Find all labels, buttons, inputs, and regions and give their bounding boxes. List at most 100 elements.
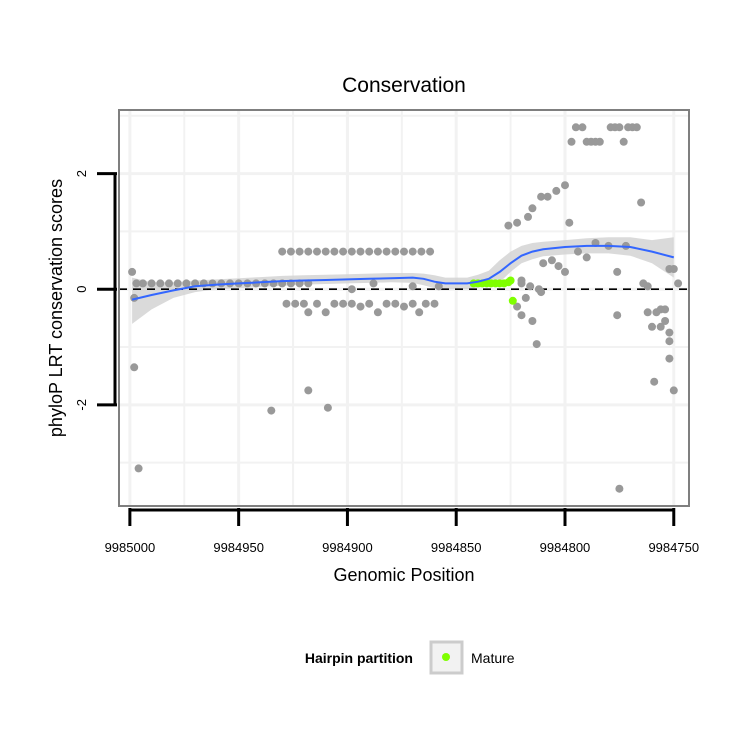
- data-point: [561, 181, 569, 190]
- data-point: [524, 212, 532, 221]
- data-point: [408, 247, 417, 256]
- data-point: [613, 311, 622, 320]
- data-point: [391, 247, 400, 256]
- legend-label-mature: Mature: [471, 650, 515, 666]
- x-axis-label: Genomic Position: [333, 565, 474, 585]
- data-point: [313, 247, 321, 256]
- y-tick-label: 2: [74, 170, 89, 177]
- data-point: [373, 247, 382, 256]
- data-point: [528, 317, 537, 325]
- data-point: [665, 337, 674, 346]
- data-point: [615, 484, 624, 493]
- x-tick-label: 9984900: [322, 540, 373, 555]
- data-point: [278, 247, 287, 256]
- data-point: [582, 253, 591, 262]
- data-point: [574, 247, 582, 256]
- data-point: [156, 279, 165, 288]
- data-point: [321, 308, 330, 317]
- data-point: [369, 279, 378, 288]
- data-point: [130, 363, 139, 372]
- data-point: [554, 262, 563, 271]
- mature-point: [508, 296, 517, 305]
- data-point: [643, 282, 652, 291]
- data-point: [304, 247, 313, 256]
- data-point: [356, 247, 365, 256]
- data-point: [521, 293, 530, 302]
- data-point: [260, 279, 269, 288]
- data-point: [282, 299, 291, 308]
- data-point: [504, 221, 513, 230]
- data-point: [304, 386, 313, 395]
- x-tick-label: 9984850: [431, 540, 482, 555]
- data-point: [408, 282, 417, 291]
- data-point: [619, 137, 628, 146]
- data-point: [661, 305, 670, 314]
- data-point: [632, 123, 641, 132]
- data-point: [669, 386, 678, 395]
- legend: Hairpin partition Mature: [305, 640, 515, 675]
- data-point: [669, 265, 678, 273]
- data-point: [313, 299, 321, 308]
- data-point: [339, 299, 348, 308]
- data-point: [595, 137, 604, 146]
- data-point: [567, 137, 576, 146]
- data-point: [430, 299, 439, 308]
- data-point: [267, 406, 276, 415]
- y-axis-label: phyloP LRT conservation scores: [46, 179, 66, 437]
- data-point: [578, 123, 587, 132]
- y-axis: 2 0 -2: [74, 170, 117, 411]
- data-point: [513, 302, 522, 311]
- data-point: [517, 311, 526, 320]
- data-point: [643, 308, 652, 317]
- legend-key-mature-point: [442, 653, 450, 661]
- data-point: [661, 317, 670, 325]
- data-point: [543, 192, 552, 201]
- data-point: [304, 308, 313, 317]
- data-point: [373, 308, 382, 317]
- data-point: [147, 279, 156, 288]
- data-point: [330, 299, 339, 308]
- data-point: [552, 186, 561, 195]
- x-tick-label: 9984950: [213, 540, 264, 555]
- data-point: [382, 247, 391, 256]
- data-point: [132, 279, 141, 288]
- data-point: [347, 285, 356, 294]
- data-point: [299, 299, 308, 308]
- data-point: [637, 198, 646, 207]
- data-point: [295, 247, 304, 256]
- data-point: [165, 279, 173, 288]
- data-point: [648, 322, 656, 331]
- data-point: [426, 247, 435, 256]
- x-tick-label: 9985000: [105, 540, 156, 555]
- data-point: [561, 267, 569, 276]
- data-point: [656, 322, 665, 331]
- data-point: [421, 299, 430, 308]
- y-tick-label: 0: [74, 286, 89, 293]
- data-points-layer: [128, 123, 683, 493]
- data-point: [537, 288, 546, 297]
- data-point: [208, 279, 217, 288]
- data-point: [391, 299, 400, 308]
- data-point: [665, 354, 674, 363]
- data-point: [365, 299, 374, 308]
- data-point: [415, 308, 424, 317]
- data-point: [128, 267, 137, 276]
- data-point: [365, 247, 374, 256]
- data-point: [547, 256, 556, 265]
- data-point: [665, 328, 674, 337]
- data-point: [532, 340, 541, 349]
- confidence-band-layer: [132, 237, 674, 324]
- data-point: [321, 247, 330, 256]
- data-point: [674, 279, 683, 288]
- chart-title: Conservation: [342, 74, 466, 97]
- data-point: [382, 299, 391, 308]
- data-point: [339, 247, 348, 256]
- x-axis: 9985000 9984950 9984900 9984850 9984800 99847…: [105, 508, 699, 555]
- data-point: [417, 247, 426, 256]
- data-point: [323, 403, 332, 412]
- legend-title: Hairpin partition: [305, 650, 413, 666]
- data-point: [138, 279, 147, 288]
- data-point: [539, 259, 548, 268]
- data-point: [526, 282, 535, 291]
